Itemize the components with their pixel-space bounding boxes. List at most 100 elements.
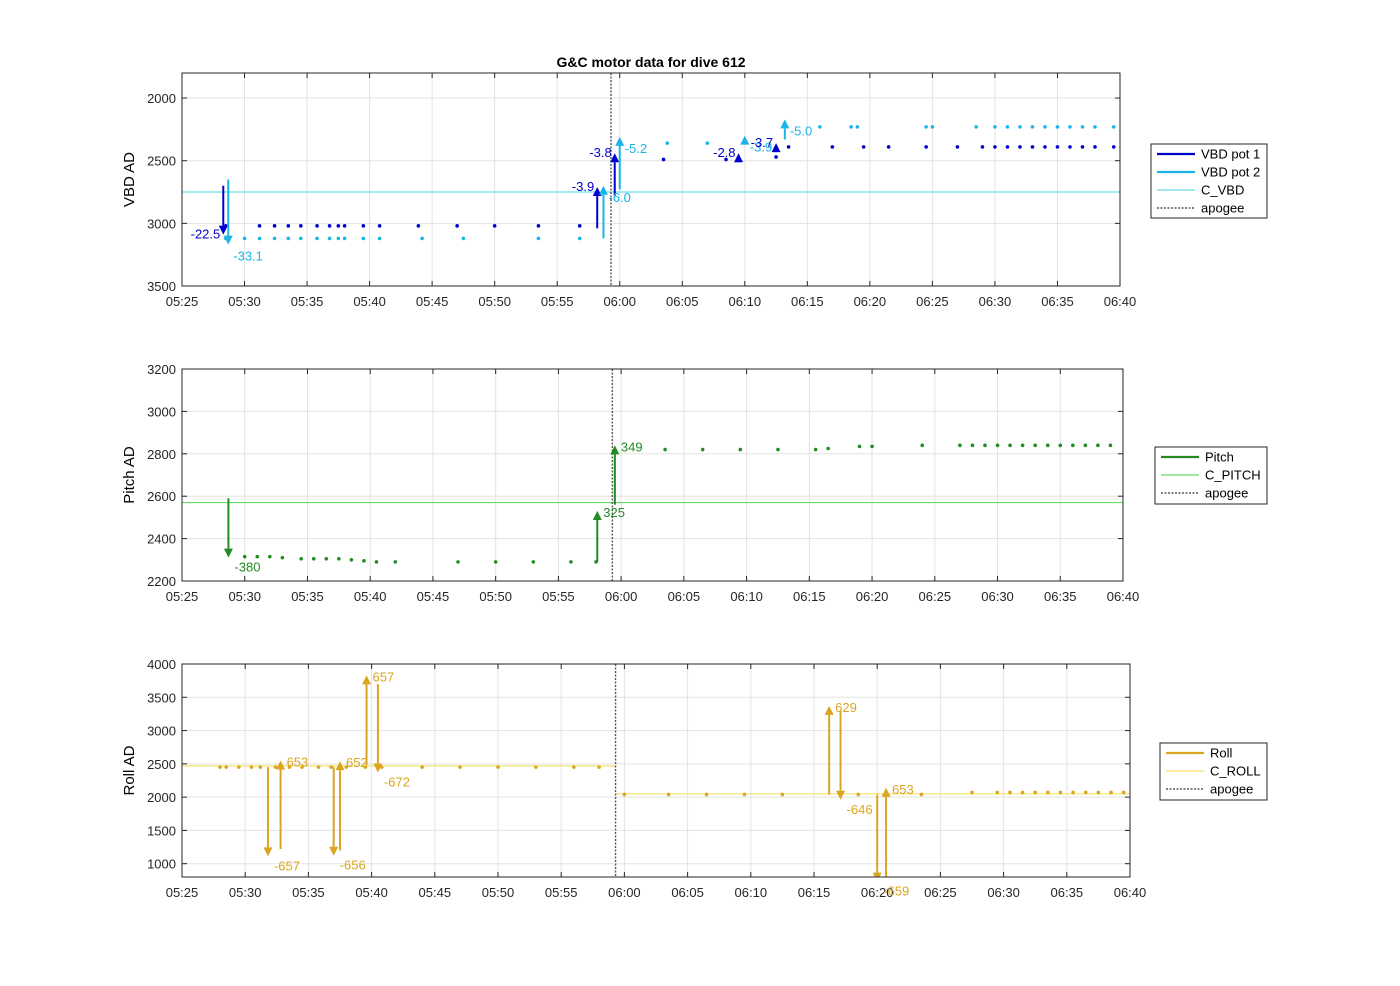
- plot-area: [182, 369, 1123, 581]
- y-tick-label: 3200: [147, 362, 176, 377]
- data-point: [342, 224, 347, 228]
- data-point: [776, 447, 780, 452]
- data-point: [1080, 125, 1085, 129]
- roll-axes: 05:25 05:30 05:35 05:40 05:45 05:50 05:55 06:00…: [121, 657, 1268, 900]
- data-point: [272, 224, 277, 228]
- data-point: [780, 792, 785, 797]
- data-point: [461, 236, 466, 241]
- plot-area: [182, 73, 1120, 286]
- y-tick-label: 2000: [147, 790, 176, 805]
- data-point: [663, 447, 667, 452]
- data-point: [826, 446, 830, 451]
- legend-label: apogee: [1205, 486, 1248, 501]
- data-point: [344, 765, 349, 769]
- x-tick-label: 05:45: [417, 589, 450, 604]
- data-point: [374, 560, 379, 564]
- motor-arrow-label: -3.8: [589, 145, 611, 160]
- motor-arrow-label: 629: [835, 700, 857, 715]
- data-point: [455, 224, 459, 228]
- data-point: [955, 145, 960, 149]
- x-tick-label: 06:40: [1114, 885, 1147, 900]
- data-point: [534, 765, 538, 769]
- data-point: [577, 224, 582, 228]
- x-tick-label: 06:15: [793, 589, 826, 604]
- data-point: [249, 765, 254, 769]
- data-point: [983, 443, 987, 448]
- data-point: [666, 792, 671, 797]
- data-point: [1005, 145, 1010, 149]
- data-point: [993, 145, 997, 149]
- y-tick-label: 3000: [147, 216, 176, 231]
- data-point: [700, 447, 705, 452]
- legend-label: C_PITCH: [1205, 468, 1261, 483]
- data-point: [315, 224, 319, 228]
- data-point: [577, 236, 582, 241]
- motor-arrow-head: [881, 787, 891, 797]
- motor-arrow-head: [263, 847, 273, 857]
- data-point: [1030, 125, 1035, 129]
- x-tick-label: 06:35: [1041, 294, 1074, 309]
- data-point: [774, 155, 778, 159]
- data-point: [1111, 145, 1116, 149]
- x-tick-label: 06:30: [981, 589, 1014, 604]
- data-point: [1109, 790, 1113, 795]
- data-point: [493, 560, 498, 564]
- data-point: [1018, 145, 1022, 149]
- data-point: [456, 560, 460, 564]
- x-tick-label: 06:35: [1051, 885, 1084, 900]
- y-tick-label: 2800: [147, 447, 176, 462]
- data-point: [393, 560, 398, 564]
- data-point: [316, 765, 321, 769]
- data-point: [218, 765, 222, 769]
- data-point: [572, 765, 576, 769]
- x-tick-label: 05:40: [354, 589, 387, 604]
- data-point: [342, 236, 347, 241]
- data-point: [1033, 790, 1037, 795]
- motor-arrow-head: [362, 675, 372, 685]
- motor-arrow-head: [329, 846, 339, 856]
- data-point: [849, 125, 853, 129]
- motor-arrow-head: [610, 153, 620, 163]
- data-point: [1020, 790, 1025, 795]
- motor-arrow-head: [373, 763, 383, 773]
- data-point: [1020, 443, 1025, 448]
- x-tick-label: 06:10: [729, 294, 762, 309]
- data-point: [1008, 443, 1012, 448]
- y-tick-label: 3500: [147, 279, 176, 294]
- data-point: [315, 236, 319, 241]
- motor-arrow-head: [740, 135, 750, 145]
- data-point: [1108, 443, 1113, 448]
- data-point: [742, 792, 747, 797]
- legend-box: [1150, 143, 1268, 219]
- data-point: [1093, 125, 1097, 129]
- data-point: [830, 145, 835, 149]
- x-tick-label: 05:55: [542, 589, 575, 604]
- x-tick-label: 05:25: [166, 589, 199, 604]
- motor-arrow-head: [598, 185, 608, 195]
- data-point: [924, 125, 928, 129]
- data-point: [280, 555, 285, 560]
- x-tick-label: 05:40: [355, 885, 388, 900]
- data-point: [661, 157, 666, 162]
- motor-arrow-label: -6.0: [608, 190, 630, 205]
- data-point: [1055, 145, 1060, 149]
- motor-arrow-head: [223, 235, 233, 245]
- x-tick-label: 06:10: [735, 885, 768, 900]
- motor-arrow-label: -5.0: [790, 123, 812, 138]
- plot-content: [182, 73, 1120, 286]
- x-tick-label: 06:00: [605, 589, 638, 604]
- data-point: [1121, 790, 1126, 795]
- motor-arrow-head: [824, 705, 834, 715]
- data-point: [924, 145, 928, 149]
- x-tick-label: 05:50: [478, 294, 511, 309]
- data-point: [536, 236, 541, 241]
- motor-arrow-head: [836, 790, 846, 800]
- motor-arrow-label: -656: [340, 858, 366, 873]
- data-point: [336, 224, 341, 228]
- motor-arrow-head: [872, 872, 882, 877]
- motor-arrow-label: -659: [883, 884, 909, 899]
- data-point: [886, 145, 891, 149]
- data-point: [458, 765, 462, 769]
- data-point: [286, 236, 291, 241]
